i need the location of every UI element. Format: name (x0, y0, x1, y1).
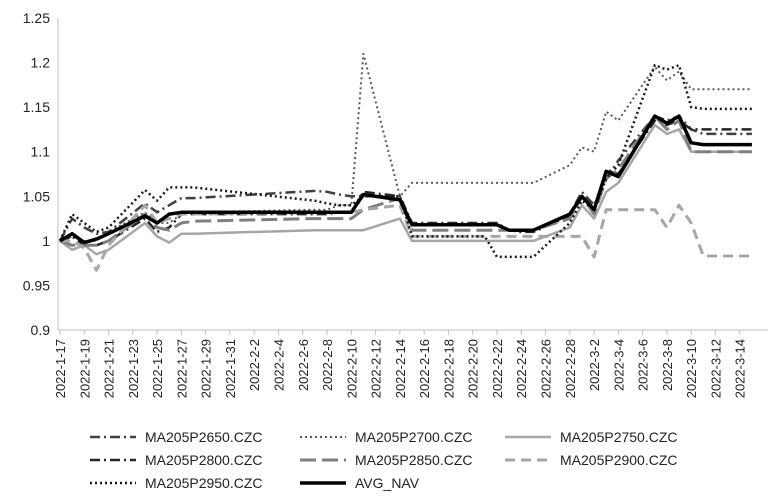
x-tick-label: 2022-3-10 (684, 339, 699, 398)
x-tick-label: 2022-2-12 (369, 339, 384, 398)
x-tick-label: 2022-2-6 (296, 339, 311, 391)
series-layer (58, 52, 752, 272)
series-line-ma205p2850-czc (59, 114, 752, 247)
legend-label: MA205P2850.CZC (355, 452, 473, 468)
x-tick-label: 2022-2-20 (466, 339, 481, 398)
x-tick-label: 2022-3-12 (708, 339, 723, 398)
x-tick-label: 2022-2-28 (563, 339, 578, 398)
x-tick-label: 2022-2-4 (271, 339, 286, 391)
x-tick-label: 2022-1-21 (102, 339, 117, 398)
legend-label: MA205P2650.CZC (145, 429, 263, 445)
series-line-ma205p2950-czc (58, 63, 752, 259)
legend-label: MA205P2800.CZC (145, 452, 263, 468)
x-tick-label: 2022-3-8 (660, 339, 675, 391)
legend-label: MA205P2700.CZC (355, 429, 473, 445)
x-tick-label: 2022-1-17 (53, 339, 68, 398)
x-tick-label: 2022-2-8 (320, 339, 335, 391)
x-tick-label: 2022-2-2 (247, 339, 262, 391)
y-tick-label: 1.1 (31, 144, 51, 160)
series-line-ma205p2800-czc (59, 119, 752, 247)
x-tick-label: 2022-2-18 (441, 339, 456, 398)
x-tick-label: 2022-2-16 (417, 339, 432, 398)
y-tick-label: 0.9 (31, 322, 51, 338)
x-tick-label: 2022-3-2 (587, 339, 602, 391)
series-line-ma205p2900-czc (60, 203, 752, 272)
x-tick-label: 2022-1-25 (150, 339, 165, 398)
series-line-avg-nav (59, 114, 752, 245)
x-tick-label: 2022-1-19 (77, 339, 92, 398)
x-tick-label: 2022-1-29 (199, 339, 214, 398)
x-tick-label: 2022-3-14 (733, 339, 748, 398)
y-tick-label: 0.95 (23, 277, 50, 293)
x-tick-label: 2022-2-24 (514, 339, 529, 398)
x-tick-label: 2022-2-14 (393, 339, 408, 398)
legend-label: MA205P2950.CZC (145, 475, 263, 491)
legend-label: AVG_NAV (355, 475, 420, 491)
x-tick-label: 2022-1-31 (223, 339, 238, 398)
x-tick-label: 2022-2-22 (490, 339, 505, 398)
y-tick-label: 1.2 (31, 55, 51, 71)
x-tick-label: 2022-3-4 (611, 339, 626, 391)
y-tick-label: 1.25 (23, 10, 50, 26)
series-line-ma205p2750-czc (59, 123, 752, 256)
legend-label: MA205P2750.CZC (560, 429, 678, 445)
x-tick-label: 2022-1-23 (126, 339, 141, 398)
y-tick-label: 1.15 (23, 99, 50, 115)
x-tick-label: 2022-3-6 (636, 339, 651, 391)
x-tick-label: 2022-2-10 (344, 339, 359, 398)
x-tick-label: 2022-2-26 (539, 339, 554, 398)
x-tick-label: 2022-1-27 (174, 339, 189, 398)
legend: MA205P2650.CZC MA205P2700.CZC MA205P2750.C… (90, 429, 678, 491)
x-axis: 2022-1-17 2022-1-19 2022-1-21 2022-1-23 2022… (53, 329, 768, 398)
legend-label: MA205P2900.CZC (560, 452, 678, 468)
y-tick-label: 1.05 (23, 188, 50, 204)
y-tick-label: 1 (42, 233, 50, 249)
y-axis: 0.9 0.95 1 1.05 1.1 1.15 1.2 1.25 (23, 10, 59, 338)
